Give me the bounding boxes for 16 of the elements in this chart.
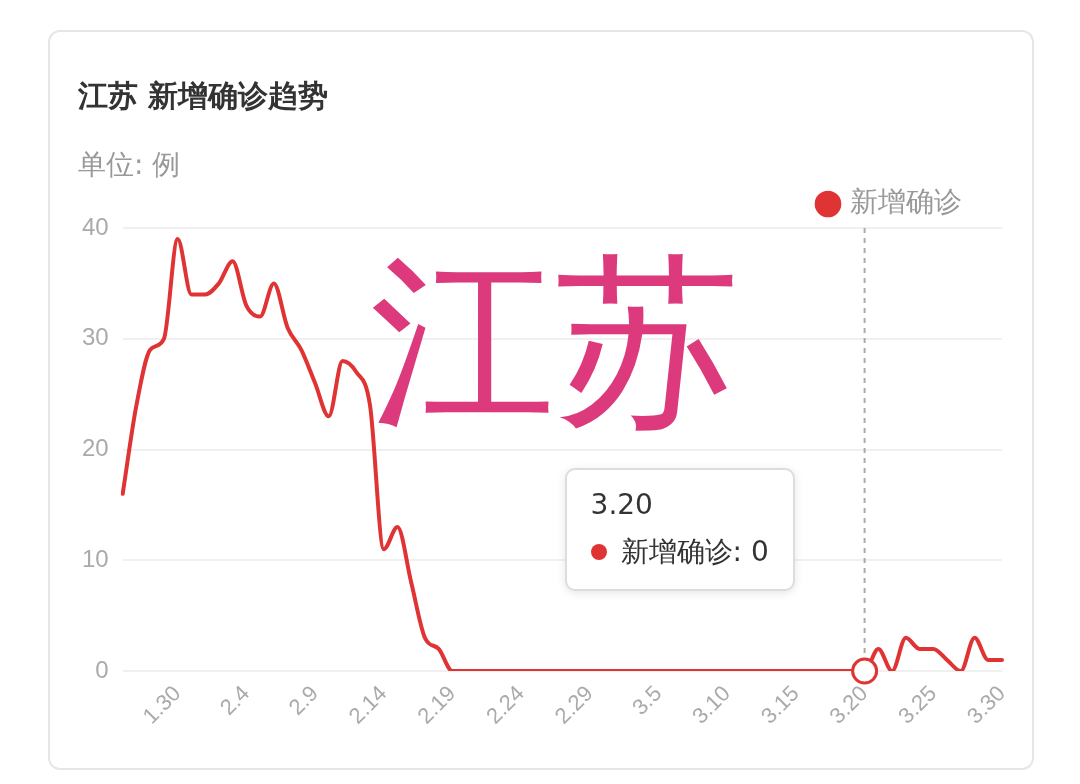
x-tick-label: 3.10: [687, 680, 736, 729]
y-tick-label: 0: [95, 655, 109, 683]
annotation: 江苏: [370, 234, 740, 450]
x-tick-label: 2.4: [214, 680, 255, 720]
x-tick-label: 2.9: [283, 680, 323, 720]
y-tick-label: 10: [81, 544, 109, 572]
x-tick-label: 3.20: [824, 680, 873, 729]
x-tick-label: 3.30: [961, 680, 1010, 729]
y-tick-label: 20: [81, 434, 109, 462]
x-tick-label: 3.5: [627, 680, 667, 720]
chart-title: 江苏 新增确诊趋势: [78, 77, 329, 115]
chart-subtitle: 单位: 例: [78, 147, 181, 183]
annotation: 3.20 新增确诊: 0: [590, 488, 769, 571]
y-tick-label: 30: [81, 323, 109, 351]
legend-label: 新增确诊: [850, 185, 962, 219]
y-tick-label: 40: [81, 212, 109, 240]
